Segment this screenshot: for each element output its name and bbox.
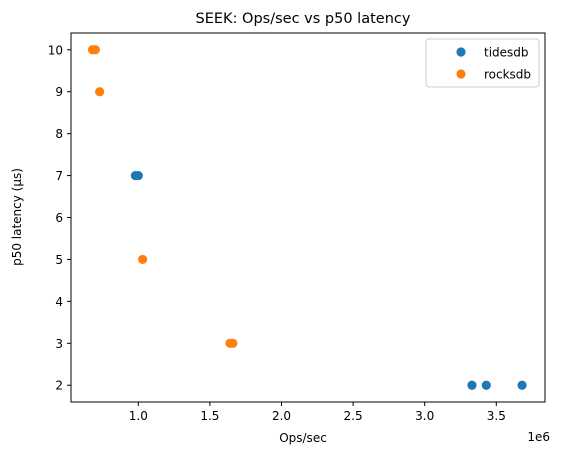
rocksdb-point-1: [90, 45, 100, 55]
x-offset-label: 1e6: [527, 430, 550, 444]
tidesdb-point-2: [517, 380, 527, 390]
rocksdb-point-2: [95, 87, 105, 97]
y-tick-label-8: 10: [48, 43, 63, 57]
tidesdb-point-1: [481, 380, 491, 390]
y-axis-label: p50 latency (µs): [10, 168, 24, 266]
y-axis-ticks: 2 3 4 5 6 7 8 9 10: [48, 43, 71, 393]
tidesdb-point-0: [467, 380, 477, 390]
legend-marker-rocksdb: [456, 69, 466, 79]
legend: tidesdb rocksdb: [425, 38, 540, 88]
legend-label-tidesdb: tidesdb: [484, 46, 529, 60]
rocksdb-point-5: [228, 338, 238, 348]
y-tick-label-7: 9: [55, 85, 63, 99]
y-tick-label-0: 2: [55, 379, 63, 393]
y-tick-label-4: 6: [55, 211, 63, 225]
x-tick-label-3: 2.5: [344, 409, 363, 423]
legend-marker-tidesdb: [456, 47, 466, 57]
x-tick-label-4: 3.0: [415, 409, 434, 423]
legend-box: [425, 38, 540, 88]
y-tick-label-2: 4: [55, 295, 63, 309]
rocksdb-point-3: [138, 254, 148, 265]
y-tick-label-1: 3: [55, 337, 63, 351]
y-tick-label-3: 5: [55, 253, 63, 267]
x-axis-label: Ops/sec: [279, 431, 327, 445]
series-tidesdb: [130, 170, 527, 390]
x-tick-label-1: 1.5: [200, 409, 219, 423]
chart-title: SEEK: Ops/sec vs p50 latency: [196, 11, 411, 27]
x-axis-ticks: 1.0 1.5 2.0 2.5 3.0 3.5: [129, 402, 506, 423]
legend-label-rocksdb: rocksdb: [484, 68, 531, 82]
x-tick-label-0: 1.0: [129, 409, 148, 423]
series-rocksdb: [87, 45, 238, 348]
x-tick-label-2: 2.0: [272, 409, 291, 423]
tidesdb-point-4: [133, 170, 143, 181]
y-tick-label-6: 8: [55, 127, 63, 141]
y-tick-label-5: 7: [55, 169, 63, 183]
x-tick-label-5: 3.5: [487, 409, 506, 423]
